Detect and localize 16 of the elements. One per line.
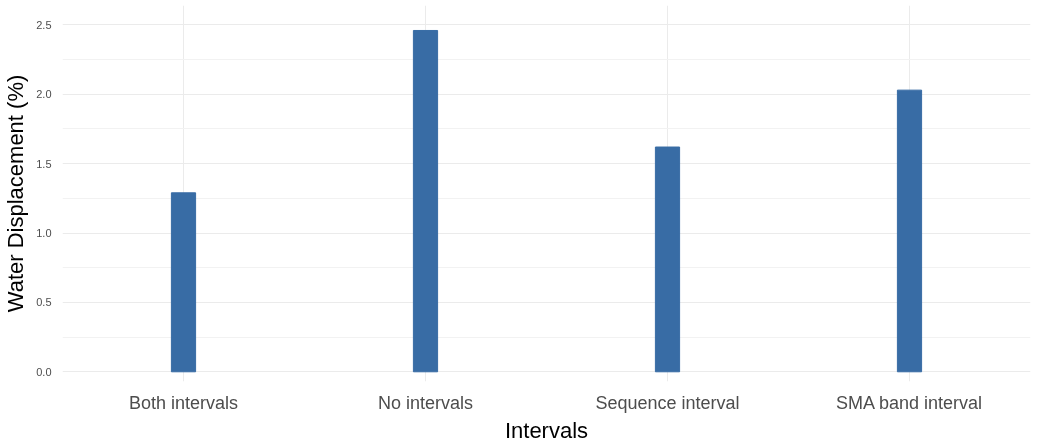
bar <box>654 146 681 373</box>
x-tick-label: Both intervals <box>128 392 239 413</box>
bar <box>170 192 197 373</box>
y-axis-title: Water Displacement (%) <box>3 74 29 313</box>
x-axis-title: Intervals <box>504 417 589 443</box>
y-tick-label: 2.5 <box>36 18 52 31</box>
y-tick-label: 2.0 <box>36 88 52 101</box>
bar <box>412 29 439 373</box>
y-tick-label: 1.0 <box>36 227 52 240</box>
y-tick-label: 1.5 <box>36 157 52 170</box>
x-tick-label: No intervals <box>377 392 474 413</box>
bar <box>896 89 923 373</box>
x-tick-label: Sequence interval <box>595 392 740 413</box>
y-tick-label: 0.0 <box>36 365 52 378</box>
y-tick-label: 0.5 <box>36 296 52 309</box>
x-tick-label: SMA band interval <box>835 392 983 413</box>
